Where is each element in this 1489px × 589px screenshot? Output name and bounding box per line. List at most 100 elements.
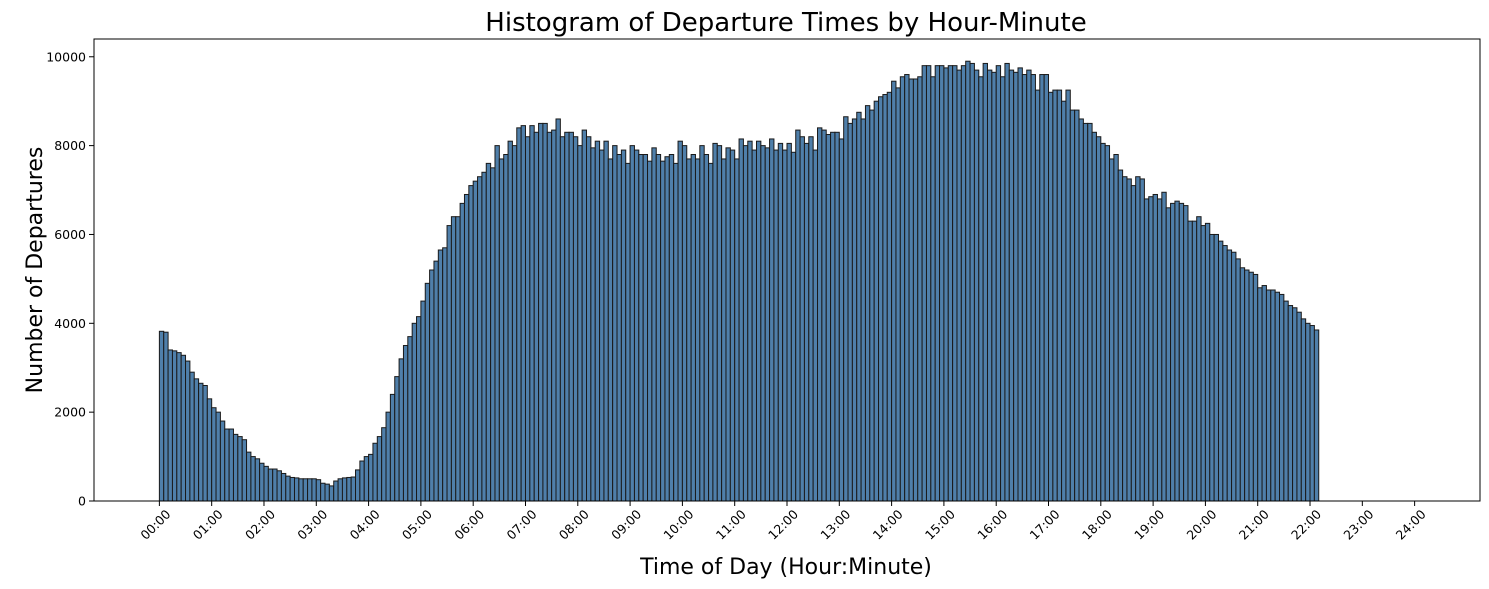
x-tick-label: 04:00 xyxy=(347,506,383,542)
x-tick-label: 06:00 xyxy=(451,506,487,542)
histogram-bar xyxy=(385,411,391,502)
histogram-bar xyxy=(703,154,710,502)
histogram-bar xyxy=(921,65,927,502)
histogram-bar xyxy=(991,71,997,502)
histogram-bar xyxy=(546,131,553,502)
histogram-bar xyxy=(721,158,727,502)
histogram-bar xyxy=(995,65,1002,502)
histogram-bar xyxy=(568,131,574,502)
histogram-bar xyxy=(712,142,718,502)
histogram-bar xyxy=(960,65,967,502)
histogram-bar xyxy=(263,465,269,502)
histogram-bar xyxy=(1161,191,1167,502)
histogram-bar xyxy=(1030,74,1036,502)
histogram-bar xyxy=(1283,300,1289,502)
histogram-bar xyxy=(394,376,400,502)
histogram-bar xyxy=(825,134,832,502)
histogram-bar xyxy=(956,69,962,502)
histogram-bar xyxy=(677,140,683,502)
histogram-bar xyxy=(202,385,208,502)
histogram-bar xyxy=(463,193,470,502)
histogram-bar xyxy=(198,382,204,502)
histogram-bar xyxy=(738,138,744,502)
histogram-bar xyxy=(228,428,234,502)
histogram-bar xyxy=(851,118,858,502)
histogram-bar xyxy=(899,76,906,502)
histogram-bar xyxy=(1252,273,1259,502)
x-tick-label: 00:00 xyxy=(137,506,173,542)
x-tick-label: 02:00 xyxy=(242,506,278,542)
histogram-bar xyxy=(790,151,797,502)
histogram-bar xyxy=(686,158,692,502)
histogram-bar xyxy=(725,147,731,502)
histogram-bar xyxy=(886,91,893,502)
histogram-bar xyxy=(320,482,326,502)
histogram-bar xyxy=(869,109,875,502)
histogram-bar xyxy=(1300,318,1307,502)
y-tick-label: 0 xyxy=(78,494,86,509)
x-tick-label: 05:00 xyxy=(399,506,435,542)
x-tick-label: 08:00 xyxy=(556,506,592,542)
histogram-bar xyxy=(603,140,609,502)
histogram-bar xyxy=(664,156,670,502)
histogram-bar xyxy=(1174,200,1180,502)
histogram-bar xyxy=(494,145,500,502)
histogram-bar xyxy=(764,147,771,502)
histogram-bar xyxy=(925,65,932,502)
histogram-bar xyxy=(163,331,169,502)
histogram-bar xyxy=(490,167,496,502)
x-tick-label: 03:00 xyxy=(294,506,330,542)
histogram-bar xyxy=(1287,305,1294,502)
histogram-bar xyxy=(1043,74,1050,502)
histogram-bar xyxy=(1122,176,1128,502)
histogram-bar xyxy=(1222,245,1228,502)
histogram-bar xyxy=(817,127,823,502)
histogram-bar xyxy=(747,140,753,502)
histogram-bar xyxy=(1074,109,1080,502)
histogram-bar xyxy=(311,478,317,502)
histogram-bar xyxy=(529,125,535,502)
histogram-bar xyxy=(638,154,644,502)
histogram-bar xyxy=(1244,269,1250,502)
histogram-bar xyxy=(381,427,387,502)
chart-title: Histogram of Departure Times by Hour-Min… xyxy=(485,8,1086,38)
histogram-bar xyxy=(799,136,805,502)
histogram-bar xyxy=(838,138,845,502)
histogram-bar xyxy=(1313,329,1320,502)
histogram-bar xyxy=(616,154,622,502)
histogram-bar xyxy=(542,122,548,502)
histogram-bar xyxy=(612,145,618,502)
histogram-bar xyxy=(1139,178,1145,502)
histogram-bar xyxy=(254,458,261,502)
histogram-bar xyxy=(1087,122,1093,502)
histogram-bar xyxy=(699,145,705,502)
histogram-bar xyxy=(158,330,165,502)
x-tick-label: 23:00 xyxy=(1340,506,1376,542)
histogram-bar xyxy=(803,142,810,502)
histogram-bar xyxy=(1191,220,1198,502)
histogram-bar xyxy=(481,171,487,502)
histogram-bar xyxy=(594,140,601,502)
histogram-bar xyxy=(533,131,540,502)
histogram-bar xyxy=(786,142,792,502)
histogram-bar xyxy=(1279,293,1285,502)
histogram-bar xyxy=(681,145,688,502)
histogram-bar xyxy=(1156,198,1163,502)
histogram-bar xyxy=(246,451,252,502)
histogram-bar xyxy=(1265,289,1272,502)
histogram-bar xyxy=(1056,89,1063,502)
histogram-bar xyxy=(1013,71,1019,502)
histogram-bar xyxy=(302,478,309,502)
histogram-bar xyxy=(1187,220,1193,502)
histogram-bar xyxy=(185,360,191,502)
histogram-bar xyxy=(293,477,300,502)
histogram-bar xyxy=(551,129,557,502)
histogram-bar xyxy=(468,185,474,502)
histogram-bar xyxy=(1204,222,1211,502)
histogram-bar xyxy=(742,145,749,502)
histogram-bar xyxy=(180,354,187,502)
histogram-bar xyxy=(167,349,173,502)
histogram-bar xyxy=(843,116,849,502)
histogram-bar xyxy=(895,87,901,502)
